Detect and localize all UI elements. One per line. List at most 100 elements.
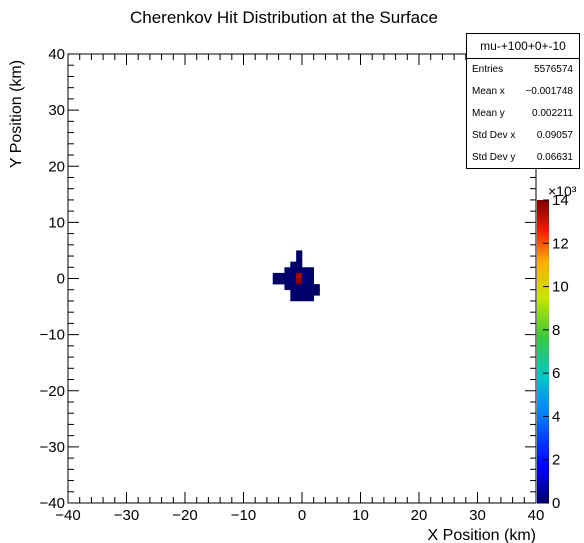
colorbar-segment xyxy=(537,438,549,441)
stats-value: 0.002211 xyxy=(532,108,573,119)
colorbar-segment xyxy=(537,418,549,422)
colorbar-segment xyxy=(537,442,549,446)
stats-label: Entries xyxy=(472,64,504,75)
colorbar-segment xyxy=(537,264,549,268)
colorbar-segment xyxy=(537,334,549,337)
colorbar-segment xyxy=(537,487,549,491)
colorbar-segment xyxy=(537,303,549,307)
stats-row-mean-y: Mean y 0.002211 xyxy=(467,103,579,125)
colorbar-segment xyxy=(537,258,549,262)
colorbar-segment xyxy=(537,474,549,478)
x-tick-label: 20 xyxy=(411,507,428,524)
colorbar-segment xyxy=(537,490,549,493)
colorbar-tick-label: 12 xyxy=(552,235,569,252)
colorbar-segment xyxy=(537,312,549,316)
colorbar-segment xyxy=(537,386,549,389)
colorbar-segment xyxy=(537,461,549,465)
colorbar-segment xyxy=(537,403,549,407)
colorbar-segment xyxy=(537,425,549,428)
heatmap-bin xyxy=(290,289,297,296)
colorbar-segment xyxy=(537,355,549,359)
colorbar-segment xyxy=(537,299,549,303)
heatmap-bin xyxy=(302,284,309,291)
colorbar-segment xyxy=(537,349,549,352)
colorbar-segment xyxy=(537,370,549,374)
colorbar-segment xyxy=(537,219,549,223)
colorbar-segment xyxy=(537,351,549,355)
colorbar-segment xyxy=(537,332,549,335)
stats-row-mean-x: Mean x −0.001748 xyxy=(467,81,579,103)
colorbar-segment xyxy=(537,440,549,443)
y-tick-label: −20 xyxy=(40,383,65,400)
colorbar-segment xyxy=(537,494,549,498)
colorbar-segment xyxy=(537,288,549,292)
x-tick-label: 40 xyxy=(528,507,545,524)
colorbar-segment xyxy=(537,435,549,439)
colorbar-segment xyxy=(537,284,549,288)
colorbar-segment xyxy=(537,444,549,448)
colorbar-segment xyxy=(537,360,549,363)
colorbar-segment xyxy=(537,412,549,415)
colorbar-segment xyxy=(537,388,549,391)
x-tick-label: −20 xyxy=(172,507,197,524)
heatmap-bin xyxy=(302,267,309,274)
heatmap-bin xyxy=(278,278,285,285)
colorbar-segment xyxy=(537,306,549,309)
stats-value: 5576574 xyxy=(534,64,573,75)
x-tick-label: −10 xyxy=(231,507,256,524)
colorbar-segment xyxy=(537,455,549,459)
colorbar: 0 2 4 6 8 10 12 14 xyxy=(537,192,569,512)
heatmap-bin xyxy=(290,284,297,291)
stats-value: 0.09057 xyxy=(536,130,573,141)
heatmap-bin xyxy=(302,295,309,302)
colorbar-segment xyxy=(537,236,549,240)
colorbar-segment xyxy=(537,310,549,314)
heatmap-bin xyxy=(290,267,297,274)
colorbar-segment xyxy=(537,357,549,361)
x-tick-label: 30 xyxy=(469,507,486,524)
heatmap-bin xyxy=(307,278,314,285)
colorbar-segment xyxy=(537,217,549,220)
colorbar-segment xyxy=(537,347,549,350)
x-tick-label: 10 xyxy=(352,507,369,524)
colorbar-segment xyxy=(537,379,549,383)
heatmap-bin xyxy=(296,278,303,285)
colorbar-segment xyxy=(537,241,549,244)
colorbar-segment xyxy=(537,451,549,454)
colorbar-segment xyxy=(537,401,549,404)
colorbar-segment xyxy=(537,383,549,387)
x-tick-label: 0 xyxy=(298,507,306,524)
colorbar-segment xyxy=(537,353,549,357)
heatmap-bin xyxy=(290,278,297,285)
y-axis-label: Y Position (km) xyxy=(8,60,25,168)
colorbar-segment xyxy=(537,228,549,231)
stats-row-std-dev-y: Std Dev y 0.06631 xyxy=(467,147,579,169)
heatmap-bin xyxy=(313,284,320,291)
colorbar-segment xyxy=(537,327,549,331)
colorbar-segment xyxy=(537,301,549,305)
heatmap-bin xyxy=(302,289,309,296)
y-tick-label: 10 xyxy=(48,214,65,231)
colorbar-segment xyxy=(537,420,549,424)
colorbar-segment xyxy=(537,212,549,216)
colorbar-segment xyxy=(537,230,549,233)
colorbar-segment xyxy=(537,319,549,322)
colorbar-tick-label: 0 xyxy=(552,495,560,512)
colorbar-segment xyxy=(537,208,549,212)
colorbar-segment xyxy=(537,200,549,203)
x-tick-label: −40 xyxy=(55,507,80,524)
x-tick-label: −30 xyxy=(114,507,139,524)
colorbar-segment xyxy=(537,399,549,402)
y-tick-label: 40 xyxy=(48,46,65,63)
heatmap-bin xyxy=(278,272,285,279)
stats-label: Std Dev x xyxy=(472,130,516,141)
heatmap-bin xyxy=(284,284,291,291)
colorbar-segment xyxy=(537,392,549,396)
colorbar-segment xyxy=(537,280,549,283)
colorbar-segment xyxy=(537,466,549,469)
colorbar-segment xyxy=(537,483,549,487)
colorbar-segment xyxy=(537,338,549,342)
colorbar-segment xyxy=(537,429,549,433)
heatmap-bin xyxy=(302,272,309,279)
colorbar-segment xyxy=(537,422,549,426)
